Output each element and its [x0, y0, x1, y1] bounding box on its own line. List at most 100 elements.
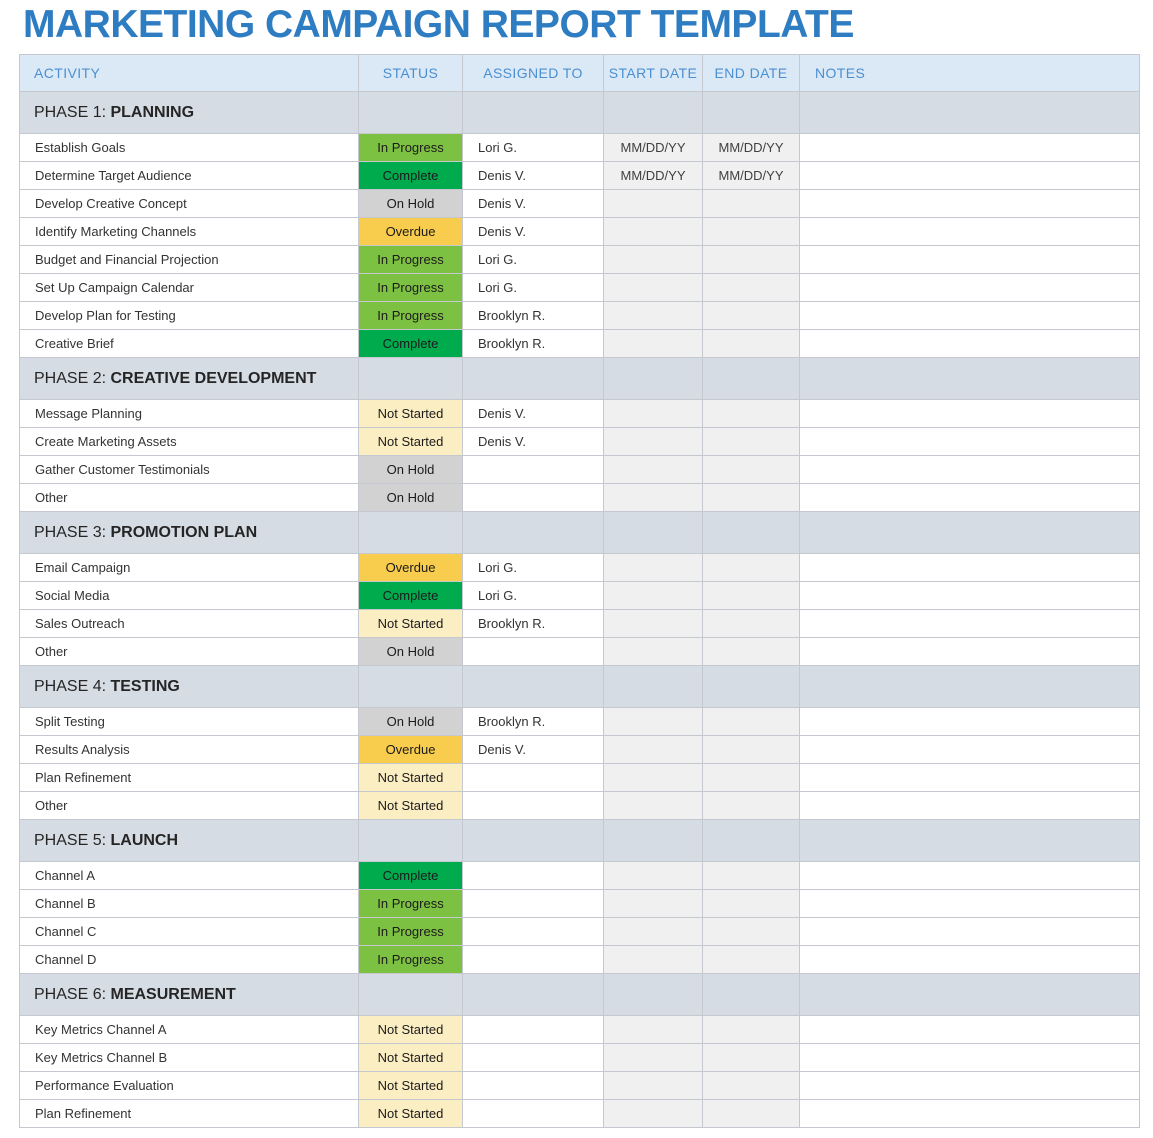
start-date-cell[interactable]: MM/DD/YY: [603, 161, 703, 190]
notes-cell[interactable]: [799, 189, 1140, 218]
status-cell[interactable]: In Progress: [358, 301, 463, 330]
status-cell[interactable]: On Hold: [358, 637, 463, 666]
assigned-to-cell[interactable]: Lori G.: [462, 553, 604, 582]
start-date-cell[interactable]: [603, 217, 703, 246]
end-date-cell[interactable]: [702, 917, 800, 946]
assigned-to-cell[interactable]: Denis V.: [462, 161, 604, 190]
activity-cell[interactable]: Develop Creative Concept: [19, 189, 359, 218]
assigned-to-cell[interactable]: Denis V.: [462, 427, 604, 456]
start-date-cell[interactable]: [603, 735, 703, 764]
notes-cell[interactable]: [799, 763, 1140, 792]
assigned-to-cell[interactable]: [462, 1099, 604, 1128]
end-date-cell[interactable]: [702, 581, 800, 610]
notes-cell[interactable]: [799, 399, 1140, 428]
status-cell[interactable]: Complete: [358, 861, 463, 890]
start-date-cell[interactable]: [603, 861, 703, 890]
start-date-cell[interactable]: [603, 581, 703, 610]
status-cell[interactable]: In Progress: [358, 273, 463, 302]
assigned-to-cell[interactable]: [462, 483, 604, 512]
notes-cell[interactable]: [799, 889, 1140, 918]
end-date-cell[interactable]: [702, 427, 800, 456]
status-cell[interactable]: On Hold: [358, 707, 463, 736]
end-date-cell[interactable]: [702, 1071, 800, 1100]
notes-cell[interactable]: [799, 553, 1140, 582]
start-date-cell[interactable]: [603, 245, 703, 274]
end-date-cell[interactable]: MM/DD/YY: [702, 161, 800, 190]
notes-cell[interactable]: [799, 945, 1140, 974]
assigned-to-cell[interactable]: [462, 945, 604, 974]
activity-cell[interactable]: Key Metrics Channel B: [19, 1043, 359, 1072]
assigned-to-cell[interactable]: [462, 861, 604, 890]
assigned-to-cell[interactable]: [462, 1043, 604, 1072]
end-date-cell[interactable]: [702, 301, 800, 330]
notes-cell[interactable]: [799, 133, 1140, 162]
activity-cell[interactable]: Channel C: [19, 917, 359, 946]
end-date-cell[interactable]: [702, 483, 800, 512]
start-date-cell[interactable]: [603, 707, 703, 736]
notes-cell[interactable]: [799, 917, 1140, 946]
end-date-cell[interactable]: [702, 217, 800, 246]
end-date-cell[interactable]: [702, 637, 800, 666]
end-date-cell[interactable]: [702, 763, 800, 792]
start-date-cell[interactable]: [603, 791, 703, 820]
start-date-cell[interactable]: [603, 483, 703, 512]
status-cell[interactable]: Not Started: [358, 399, 463, 428]
start-date-cell[interactable]: [603, 329, 703, 358]
assigned-to-cell[interactable]: [462, 763, 604, 792]
notes-cell[interactable]: [799, 161, 1140, 190]
status-cell[interactable]: On Hold: [358, 455, 463, 484]
assigned-to-cell[interactable]: Brooklyn R.: [462, 329, 604, 358]
notes-cell[interactable]: [799, 217, 1140, 246]
end-date-cell[interactable]: [702, 399, 800, 428]
activity-cell[interactable]: Other: [19, 791, 359, 820]
start-date-cell[interactable]: [603, 455, 703, 484]
notes-cell[interactable]: [799, 245, 1140, 274]
assigned-to-cell[interactable]: [462, 889, 604, 918]
status-cell[interactable]: On Hold: [358, 189, 463, 218]
status-cell[interactable]: In Progress: [358, 889, 463, 918]
activity-cell[interactable]: Develop Plan for Testing: [19, 301, 359, 330]
assigned-to-cell[interactable]: Denis V.: [462, 189, 604, 218]
start-date-cell[interactable]: [603, 763, 703, 792]
end-date-cell[interactable]: MM/DD/YY: [702, 133, 800, 162]
end-date-cell[interactable]: [702, 889, 800, 918]
activity-cell[interactable]: Performance Evaluation: [19, 1071, 359, 1100]
assigned-to-cell[interactable]: Lori G.: [462, 581, 604, 610]
start-date-cell[interactable]: [603, 189, 703, 218]
status-cell[interactable]: Not Started: [358, 1099, 463, 1128]
status-cell[interactable]: Complete: [358, 161, 463, 190]
assigned-to-cell[interactable]: [462, 637, 604, 666]
status-cell[interactable]: Not Started: [358, 1015, 463, 1044]
assigned-to-cell[interactable]: [462, 1015, 604, 1044]
activity-cell[interactable]: Channel A: [19, 861, 359, 890]
notes-cell[interactable]: [799, 1043, 1140, 1072]
activity-cell[interactable]: Set Up Campaign Calendar: [19, 273, 359, 302]
status-cell[interactable]: Complete: [358, 329, 463, 358]
notes-cell[interactable]: [799, 273, 1140, 302]
activity-cell[interactable]: Determine Target Audience: [19, 161, 359, 190]
end-date-cell[interactable]: [702, 861, 800, 890]
notes-cell[interactable]: [799, 1015, 1140, 1044]
activity-cell[interactable]: Identify Marketing Channels: [19, 217, 359, 246]
notes-cell[interactable]: [799, 427, 1140, 456]
activity-cell[interactable]: Other: [19, 637, 359, 666]
activity-cell[interactable]: Sales Outreach: [19, 609, 359, 638]
activity-cell[interactable]: Other: [19, 483, 359, 512]
notes-cell[interactable]: [799, 483, 1140, 512]
start-date-cell[interactable]: [603, 399, 703, 428]
end-date-cell[interactable]: [702, 245, 800, 274]
activity-cell[interactable]: Budget and Financial Projection: [19, 245, 359, 274]
status-cell[interactable]: Not Started: [358, 1071, 463, 1100]
activity-cell[interactable]: Establish Goals: [19, 133, 359, 162]
status-cell[interactable]: Not Started: [358, 763, 463, 792]
status-cell[interactable]: In Progress: [358, 133, 463, 162]
end-date-cell[interactable]: [702, 707, 800, 736]
activity-cell[interactable]: Social Media: [19, 581, 359, 610]
start-date-cell[interactable]: [603, 889, 703, 918]
notes-cell[interactable]: [799, 637, 1140, 666]
status-cell[interactable]: Not Started: [358, 427, 463, 456]
notes-cell[interactable]: [799, 329, 1140, 358]
assigned-to-cell[interactable]: [462, 1071, 604, 1100]
activity-cell[interactable]: Channel D: [19, 945, 359, 974]
start-date-cell[interactable]: [603, 945, 703, 974]
